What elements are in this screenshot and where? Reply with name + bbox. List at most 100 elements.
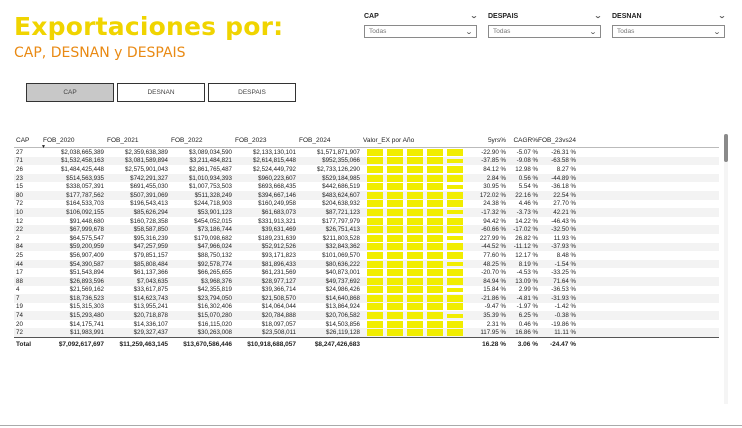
column-header[interactable]: FOB_2023 bbox=[235, 137, 267, 144]
table-cell: -17.02 % bbox=[513, 226, 538, 234]
table-cell: $2,038,665,389 bbox=[60, 148, 104, 156]
table-row[interactable]: 26 $1,484,425,448 $2,575,901,043 $2,861,765… bbox=[14, 165, 719, 174]
table-cell: $51,543,894 bbox=[69, 269, 104, 277]
table-row[interactable]: 7 $18,736,523 $14,623,743 $23,794,050 $21,50… bbox=[14, 294, 719, 303]
table-row[interactable]: 22 $67,999,678 $58,587,850 $73,186,744 $39,6… bbox=[14, 225, 719, 234]
table-row[interactable]: 88 $26,893,596 $7,043,635 $3,968,376 $28,977… bbox=[14, 276, 719, 286]
table-cell: $56,907,409 bbox=[69, 251, 104, 259]
table-row[interactable]: 12 $91,448,680 $160,728,358 $454,052,015 $33… bbox=[14, 217, 719, 226]
tab-despais[interactable]: DESPAIS bbox=[208, 83, 296, 102]
table-row[interactable]: 71 $1,532,458,163 $3,081,589,894 $3,211,484… bbox=[14, 156, 719, 166]
spark-bar bbox=[387, 329, 403, 337]
chevron-down-icon[interactable]: ⌄ bbox=[469, 13, 479, 20]
tab-cap[interactable]: CAP bbox=[26, 83, 114, 102]
table-cell: $39,631,469 bbox=[261, 226, 296, 234]
table-cell: 48.25 % bbox=[483, 260, 506, 268]
table-cell: 8.27 % bbox=[556, 165, 576, 173]
table-cell: $338,057,391 bbox=[66, 183, 104, 191]
spark-bar bbox=[367, 320, 383, 328]
sparkline-cell bbox=[361, 217, 471, 225]
table-cell: 14.22 % bbox=[515, 217, 538, 225]
spark-bar bbox=[407, 234, 423, 242]
spark-bar bbox=[447, 262, 463, 267]
table-row[interactable]: 80 $177,787,562 $507,391,069 $511,328,249 $3… bbox=[14, 190, 719, 200]
table-row[interactable]: 72 $164,533,703 $196,543,413 $244,718,903 $1… bbox=[14, 200, 719, 209]
table-cell: $960,223,607 bbox=[258, 174, 296, 182]
spark-bar bbox=[367, 200, 383, 208]
tab-desnan[interactable]: DESNAN bbox=[117, 83, 205, 102]
table-cell: 22.16 % bbox=[515, 191, 538, 199]
spark-bar bbox=[447, 200, 463, 208]
table-cell: $196,543,413 bbox=[130, 200, 168, 208]
column-header[interactable]: FOB_23vs24% bbox=[538, 137, 576, 144]
table-cell: $47,257,959 bbox=[133, 243, 168, 251]
table-cell: $18,736,523 bbox=[69, 294, 104, 302]
table-cell: 24.38 % bbox=[483, 200, 506, 208]
table-cell: $21,508,570 bbox=[261, 294, 296, 302]
spark-bar bbox=[427, 157, 443, 165]
spark-bar bbox=[387, 303, 403, 311]
table-cell: $39,366,714 bbox=[261, 286, 296, 294]
sparkline-cell bbox=[361, 243, 471, 251]
table-cell: 4 bbox=[16, 286, 20, 294]
table-cell: 2.99 % bbox=[518, 286, 538, 294]
table-row[interactable]: 2 $64,575,547 $95,316,239 $179,098,682 $189,… bbox=[14, 234, 719, 243]
slicer-dropdown[interactable]: Todas ⌄ bbox=[488, 25, 601, 38]
table-row[interactable]: 20 $14,175,741 $14,336,107 $16,115,020 $18,0… bbox=[14, 320, 719, 329]
spark-bar bbox=[367, 260, 383, 268]
slicer-label: DESPAIS bbox=[488, 12, 519, 20]
slicer-dropdown[interactable]: Todas ⌄ bbox=[364, 25, 477, 38]
table-row[interactable]: 44 $54,390,587 $85,808,484 $92,578,774 $81,8… bbox=[14, 259, 719, 269]
slicer-dropdown[interactable]: Todas ⌄ bbox=[612, 25, 725, 38]
table-row[interactable]: 72 $11,983,991 $29,327,437 $30,263,008 $23,5… bbox=[14, 328, 719, 338]
table-cell: $42,355,819 bbox=[197, 286, 232, 294]
table-cell: $15,070,280 bbox=[197, 312, 232, 320]
spark-bar bbox=[387, 174, 403, 182]
table-row[interactable]: 19 $15,315,303 $13,955,241 $16,302,406 $14,0… bbox=[14, 303, 719, 312]
table-row[interactable]: 10 $106,092,155 $85,626,294 $53,901,123 $61,… bbox=[14, 208, 719, 217]
table-row[interactable]: 15 $338,057,391 $691,455,030 $1,007,753,503… bbox=[14, 182, 719, 191]
chevron-down-icon[interactable]: ⌄ bbox=[717, 13, 727, 20]
spark-bar bbox=[387, 294, 403, 302]
spark-bar bbox=[407, 157, 423, 165]
table-cell: $514,563,935 bbox=[66, 174, 104, 182]
sparkline-cell bbox=[361, 251, 471, 259]
table-cell: -3.73 % bbox=[516, 208, 538, 216]
table-row[interactable]: 84 $59,200,959 $47,257,959 $47,966,024 $52,9… bbox=[14, 242, 719, 252]
table-cell: $14,640,868 bbox=[325, 294, 360, 302]
column-header[interactable]: FOB_2020 bbox=[43, 137, 75, 144]
column-header[interactable]: FOB_2022 bbox=[171, 137, 203, 144]
column-header[interactable]: CAP bbox=[16, 137, 30, 144]
table-cell: $179,098,682 bbox=[194, 234, 232, 242]
table-row[interactable]: 23 $514,563,935 $742,291,327 $1,010,934,393… bbox=[14, 173, 719, 183]
scrollbar-thumb[interactable] bbox=[724, 134, 728, 162]
column-header[interactable]: FOB_2024 bbox=[299, 137, 331, 144]
table-cell: $15,293,480 bbox=[69, 312, 104, 320]
table-row[interactable]: 17 $51,543,894 $61,137,366 $66,265,655 $61,2… bbox=[14, 268, 719, 277]
table-cell: -5.07 % bbox=[516, 148, 538, 156]
table-cell: -1.97 % bbox=[516, 303, 538, 311]
column-header[interactable]: Valor_EX por Año bbox=[363, 137, 415, 144]
table-cell: $101,069,570 bbox=[322, 251, 360, 259]
table-cell: 17 bbox=[16, 269, 23, 277]
table-row[interactable]: 27 $2,038,665,389 $2,359,638,389 $3,089,034… bbox=[14, 148, 719, 157]
table-scrollbar[interactable] bbox=[724, 134, 728, 404]
chevron-down-icon[interactable]: ⌄ bbox=[593, 13, 603, 20]
spark-bar bbox=[367, 251, 383, 259]
table-cell: $64,575,547 bbox=[69, 234, 104, 242]
table-cell: $54,390,587 bbox=[69, 260, 104, 268]
table-cell: $742,291,327 bbox=[130, 174, 168, 182]
table-cell: 35.39 % bbox=[483, 312, 506, 320]
column-header[interactable]: CAGR% bbox=[513, 137, 538, 144]
table-row[interactable]: 74 $15,293,480 $20,718,878 $15,070,280 $20,7… bbox=[14, 311, 719, 320]
table-cell: $67,999,678 bbox=[69, 226, 104, 234]
column-header[interactable]: 5yrs% bbox=[487, 137, 506, 144]
table-row[interactable]: 25 $56,907,409 $79,851,157 $88,750,132 $93,1… bbox=[14, 251, 719, 260]
table-cell: -37.93 % bbox=[551, 243, 576, 251]
table-row[interactable]: 4 $21,569,162 $33,617,875 $42,355,819 $39,36… bbox=[14, 286, 719, 295]
table-cell: $91,448,680 bbox=[69, 217, 104, 225]
spark-bar bbox=[407, 217, 423, 225]
table-cell: $20,784,888 bbox=[261, 312, 296, 320]
column-header[interactable]: FOB_2021 bbox=[107, 137, 139, 144]
table-header: CAP FOB_2020 FOB_2021 FOB_2022 FOB_2023 … bbox=[14, 134, 719, 150]
